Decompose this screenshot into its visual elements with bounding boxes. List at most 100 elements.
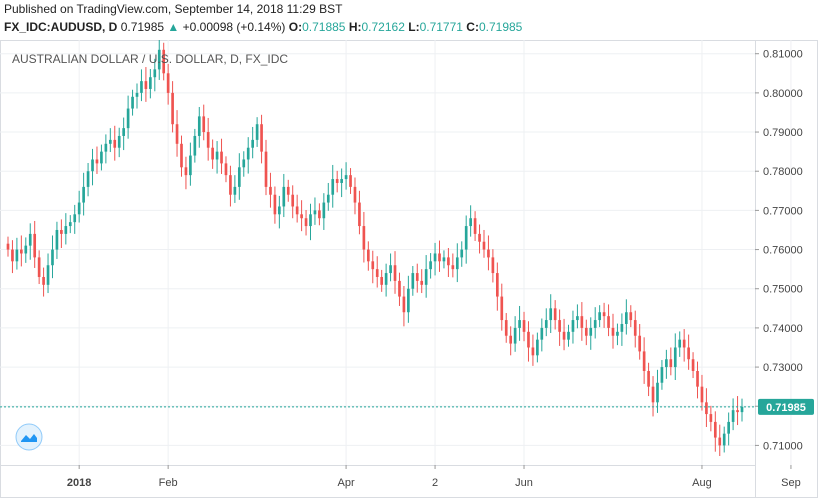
candle-body [620, 323, 624, 332]
candle-body [326, 194, 330, 203]
candle-body [500, 296, 504, 321]
candle-body [278, 206, 281, 215]
x-tick-label: Apr [338, 477, 355, 489]
candle-body [202, 116, 206, 133]
last-price: 0.71985 [120, 20, 165, 34]
candle-body [166, 73, 170, 93]
candle-body [126, 108, 130, 129]
chart[interactable]: 0.81000 0.80000 0.79000 0.78000 0.77000 0.760… [0, 36, 818, 498]
candle-body [140, 81, 143, 93]
candle-body [86, 171, 90, 187]
time-axis[interactable]: 2018 Feb Apr 2 Jun Aug Sep [67, 465, 801, 489]
candle-body [51, 249, 54, 266]
last-price-badge-text: 0.71985 [766, 402, 806, 414]
candle-body [407, 288, 410, 313]
candle-body [362, 226, 366, 250]
candle-body [340, 179, 343, 183]
candle-body [531, 347, 535, 356]
candle-body [673, 347, 677, 368]
candle-body [300, 214, 303, 219]
candle-body [687, 347, 690, 360]
candle-body [584, 327, 588, 336]
candle-body [611, 327, 615, 336]
candle-body [420, 280, 424, 285]
candle-body [709, 414, 713, 422]
candle-body [455, 257, 459, 270]
y-tick-label: 0.73000 [763, 362, 803, 374]
candle-body [393, 265, 397, 281]
up-arrow-icon: ▲ [167, 20, 180, 34]
x-tick-label: 2 [432, 477, 438, 489]
y-tick-label: 0.71000 [763, 440, 803, 452]
chart-svg[interactable]: 0.81000 0.80000 0.79000 0.78000 0.77000 0.760… [0, 36, 818, 498]
candle-body [411, 273, 415, 289]
candle-body [322, 202, 326, 219]
candle-body [656, 382, 659, 403]
candle-body [313, 210, 317, 215]
candle-body [576, 316, 579, 321]
candle-body [157, 49, 161, 70]
candle-body [473, 218, 477, 234]
candle-body [64, 226, 68, 234]
candle-body [518, 320, 521, 328]
candle-body [682, 339, 686, 348]
candle-body [478, 233, 481, 242]
candle-body [20, 249, 23, 254]
candle-body [46, 265, 50, 285]
candle-body [460, 249, 464, 258]
candle-body [398, 280, 401, 297]
close-value: 0.71985 [478, 20, 523, 34]
candle-body [95, 159, 99, 164]
candle-body [28, 233, 32, 246]
candle-body [549, 308, 553, 321]
candle-body [442, 257, 446, 262]
candle-body [540, 327, 544, 340]
chart-frame [0, 40, 818, 498]
candle-body [625, 312, 628, 324]
candle-body [678, 339, 682, 348]
candle-body [153, 69, 157, 78]
candle-body [15, 249, 19, 262]
candle-body [246, 147, 250, 160]
candle-body [286, 186, 290, 195]
candle-body [251, 139, 255, 148]
last-price-badge: 0.71985 [758, 398, 814, 415]
candle-body [651, 386, 655, 403]
candle-body [718, 437, 722, 446]
y-tick-label: 0.77000 [763, 205, 803, 217]
candle-body [149, 77, 152, 89]
candle-body [553, 308, 557, 321]
candle-body [504, 320, 508, 336]
price-axis[interactable]: 0.81000 0.80000 0.79000 0.78000 0.77000 0.760… [755, 49, 803, 453]
candle-body [415, 273, 419, 281]
y-tick-label: 0.74000 [763, 323, 803, 335]
published-line: Published on TradingView.com, September … [4, 2, 343, 16]
y-tick-label: 0.81000 [763, 49, 803, 61]
candle-body [705, 402, 708, 415]
candle-body [713, 421, 717, 438]
candle-body [135, 92, 139, 97]
candle-body [580, 316, 584, 328]
candle-body [6, 243, 10, 250]
y-tick-label: 0.76000 [763, 245, 803, 257]
tradingview-logo-icon[interactable] [15, 423, 43, 451]
y-tick-label: 0.80000 [763, 88, 803, 100]
candle-body [616, 331, 619, 336]
candle-body [180, 143, 183, 168]
candle-body [68, 222, 72, 227]
x-tick-label: Feb [159, 477, 178, 489]
candle-body [433, 253, 437, 262]
candle-body [696, 370, 699, 387]
candle-body [117, 135, 121, 148]
candle-body [642, 351, 646, 371]
candle-body [60, 229, 63, 234]
candle-body [122, 128, 125, 136]
candle-body [229, 175, 232, 195]
candle-body [589, 327, 593, 336]
candle-body [318, 210, 321, 219]
candle-body [736, 410, 739, 413]
candle-body [571, 320, 575, 332]
last-price-badge-bg [758, 398, 814, 415]
candle-body [544, 320, 548, 328]
candle-body [131, 96, 134, 109]
